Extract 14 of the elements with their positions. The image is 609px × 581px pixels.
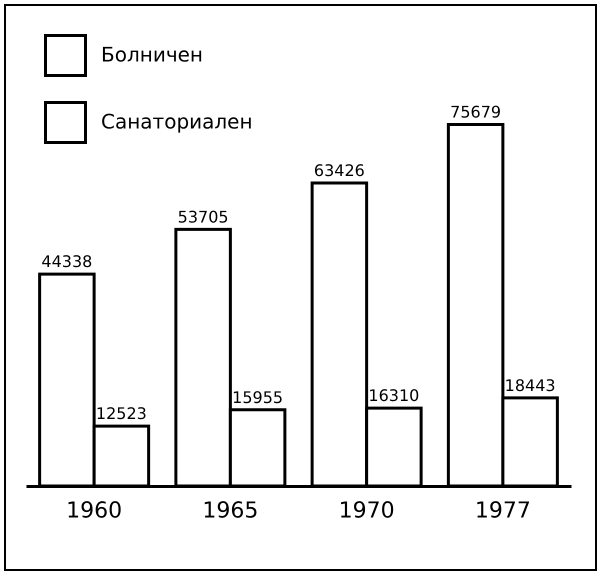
x-tick-label: 1965 <box>202 498 258 524</box>
data-label: 15955 <box>232 388 284 407</box>
data-label: 16310 <box>368 386 420 406</box>
data-label: 75679 <box>450 102 502 122</box>
data-label: 53705 <box>178 207 229 226</box>
x-tick-label: 1960 <box>66 498 122 524</box>
legend-label: Болничен <box>101 42 204 66</box>
data-label: 12523 <box>96 404 147 424</box>
data-label: 63426 <box>314 160 365 180</box>
x-tick-label: 1970 <box>338 498 395 524</box>
legend-label: Санаториален <box>101 110 253 134</box>
data-label: 44338 <box>41 252 92 272</box>
data-label: 18443 <box>504 376 556 395</box>
x-tick-label: 1977 <box>474 498 531 524</box>
